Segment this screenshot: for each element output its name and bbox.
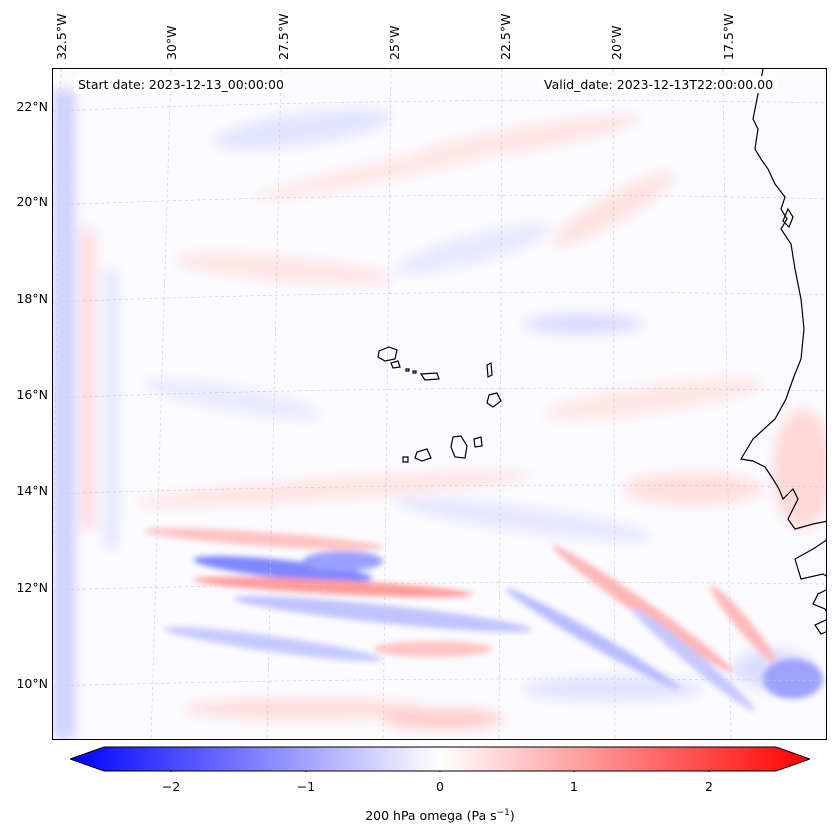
canary-coast-small bbox=[782, 207, 794, 229]
lat-label-14n: 14°N bbox=[16, 483, 48, 498]
africa-coastline-south bbox=[794, 539, 826, 635]
omega-field-patches bbox=[133, 108, 826, 729]
island-santo-antao bbox=[377, 346, 398, 362]
colorbar-title-close: ) bbox=[509, 808, 515, 824]
lat-label-20n: 20°N bbox=[16, 194, 48, 209]
grid-lon-25w bbox=[382, 69, 392, 739]
grid-lon-22-5w bbox=[498, 69, 503, 739]
colorbar-title: 200 hPa omega (Pa s−1) bbox=[0, 808, 837, 823]
cb-label--1: −1 bbox=[296, 779, 316, 794]
omega-field-map bbox=[53, 69, 826, 739]
lon-label-20w: 20°W bbox=[609, 25, 624, 60]
island-santiago bbox=[450, 435, 468, 459]
grid-lon-17-5w bbox=[722, 69, 732, 739]
island-maio bbox=[473, 436, 483, 448]
africa-coastline bbox=[740, 69, 826, 530]
valid-date-label: Valid_date: 2023-12-13T22:00:00.00 bbox=[540, 76, 778, 93]
lon-label-27-5w: 27.5°W bbox=[276, 13, 291, 60]
island-brava bbox=[402, 456, 409, 463]
lat-label-18n: 18°N bbox=[16, 291, 48, 306]
lat-label-12n: 12°N bbox=[16, 580, 48, 595]
omega-western-band bbox=[53, 89, 119, 739]
grid-lon-30w bbox=[150, 69, 172, 739]
cb-label-2: 2 bbox=[705, 779, 713, 794]
lon-label-22-5w: 22.5°W bbox=[498, 13, 513, 60]
colorbar-title-exp: −1 bbox=[496, 808, 510, 818]
lon-label-17-5w: 17.5°W bbox=[721, 13, 736, 60]
lat-label-22n: 22°N bbox=[16, 99, 48, 114]
lon-label-30w: 30°W bbox=[164, 25, 179, 60]
island-fogo bbox=[414, 448, 432, 462]
colorbar bbox=[70, 746, 810, 772]
omega-12n-band bbox=[143, 528, 823, 711]
island-santa-luzia bbox=[405, 368, 410, 372]
colorbar-bar bbox=[70, 746, 810, 772]
grid-lon-20w bbox=[612, 69, 616, 739]
lat-label-16n: 16°N bbox=[16, 387, 48, 402]
grid-lon-32-5w bbox=[53, 69, 62, 577]
lat-label-10n: 10°N bbox=[16, 676, 48, 691]
island-sal bbox=[486, 362, 493, 378]
start-date-label: Start date: 2023-12-13_00:00:00 bbox=[74, 76, 288, 93]
island-sao-vicente bbox=[390, 360, 401, 369]
lon-label-32-5w: 32.5°W bbox=[54, 13, 69, 60]
map-panel bbox=[52, 68, 827, 740]
grid-lon-27-5w bbox=[266, 69, 282, 739]
island-islet bbox=[412, 370, 417, 374]
cb-label--2: −2 bbox=[161, 779, 181, 794]
island-boa-vista bbox=[486, 392, 502, 408]
graticule bbox=[53, 69, 826, 739]
island-sao-nicolau bbox=[419, 372, 440, 381]
cb-label-0: 0 bbox=[436, 779, 444, 794]
lon-label-25w: 25°W bbox=[387, 25, 402, 60]
colorbar-title-main: 200 hPa omega (Pa s bbox=[365, 808, 497, 824]
field-background bbox=[53, 69, 826, 739]
cape-verde-islands bbox=[377, 346, 502, 463]
cb-label-1: 1 bbox=[570, 779, 578, 794]
colorbar-ticks bbox=[170, 771, 710, 772]
